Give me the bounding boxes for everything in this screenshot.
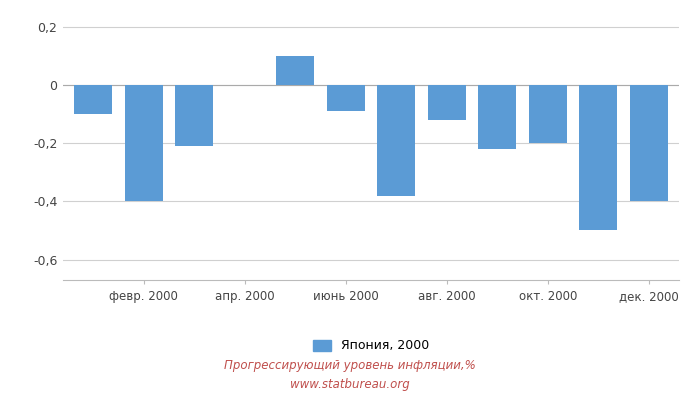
Bar xyxy=(428,85,466,120)
Bar xyxy=(327,85,365,111)
Bar xyxy=(276,56,314,85)
Bar xyxy=(580,85,617,230)
Legend: Япония, 2000: Япония, 2000 xyxy=(307,334,435,358)
Bar xyxy=(630,85,668,201)
Bar xyxy=(175,85,214,146)
Text: www.statbureau.org: www.statbureau.org xyxy=(290,378,410,391)
Bar xyxy=(125,85,162,201)
Text: Прогрессирующий уровень инфляции,%: Прогрессирующий уровень инфляции,% xyxy=(224,360,476,372)
Bar xyxy=(528,85,567,143)
Bar xyxy=(74,85,112,114)
Bar xyxy=(377,85,415,196)
Bar xyxy=(478,85,516,149)
